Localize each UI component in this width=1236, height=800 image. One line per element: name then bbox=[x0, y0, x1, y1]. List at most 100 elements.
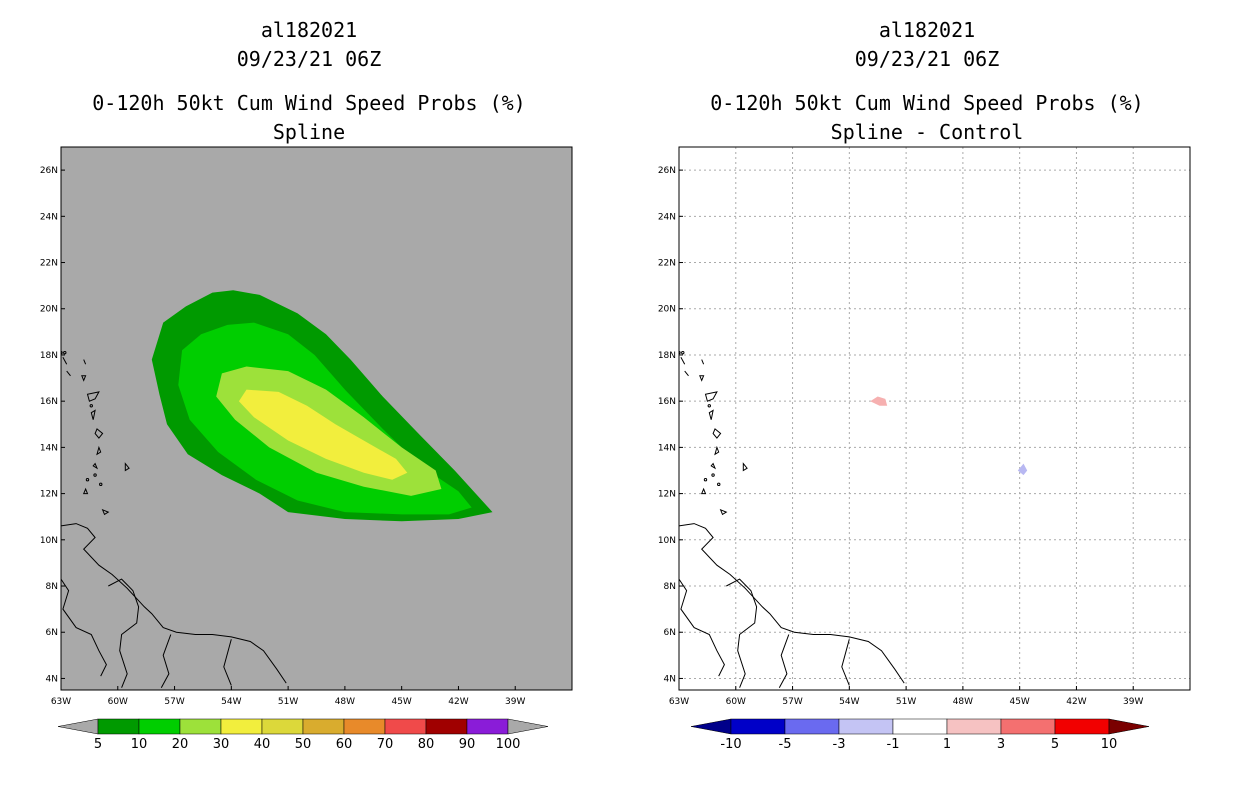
caribbean-island-12 bbox=[701, 359, 705, 365]
plot-area bbox=[679, 147, 1190, 690]
x-tick-label: 51W bbox=[896, 697, 916, 707]
y-tick-label: 26N bbox=[658, 166, 676, 176]
x-tick-label: 42W bbox=[1066, 697, 1086, 707]
y-tick-label: 22N bbox=[658, 259, 676, 269]
colorbar-segment-4 bbox=[892, 718, 948, 735]
colorbar-label: 10 bbox=[131, 737, 148, 752]
caribbean-island-9 bbox=[699, 375, 705, 382]
french-guiana-border bbox=[841, 639, 850, 686]
x-tick-label: 63W bbox=[51, 697, 71, 707]
caribbean-islet-4 bbox=[85, 478, 90, 482]
x-tick-label: 60W bbox=[726, 697, 746, 707]
caribbean-island-5 bbox=[92, 462, 99, 470]
caribbean-island-7 bbox=[700, 487, 707, 495]
product-title: 0-120h 50kt Cum Wind Speed Probs (%) bbox=[92, 91, 526, 115]
colorbar-segment-7 bbox=[1054, 718, 1110, 735]
y-tick-label: 10N bbox=[658, 536, 676, 546]
difference-map-chart: 63W 60W 57W 54W 51W 48W 45W 42W 39W 4N 6N 8N 10N 12N 1… bbox=[658, 146, 1191, 752]
y-tick-label: 26N bbox=[40, 166, 58, 176]
y-tick-label: 18N bbox=[40, 351, 58, 361]
y-tick-label: 14N bbox=[40, 443, 58, 453]
caribbean-islet-2 bbox=[681, 350, 685, 355]
colorbar-label: -3 bbox=[833, 737, 846, 752]
y-tick-label: 12N bbox=[40, 490, 58, 500]
y-tick-label: 6N bbox=[46, 628, 58, 638]
caribbean-islet-6 bbox=[717, 482, 721, 487]
colorbar-segment-10 bbox=[466, 718, 509, 735]
colorbar-label: 40 bbox=[254, 737, 271, 752]
caribbean-islet-1 bbox=[679, 350, 681, 355]
venezuela-border bbox=[679, 578, 725, 677]
colorbar-segment-8 bbox=[384, 718, 427, 735]
suriname-border bbox=[778, 634, 790, 688]
difference-patch-1 bbox=[870, 396, 888, 406]
colorbar-segment-1 bbox=[730, 718, 786, 735]
product-title: 0-120h 50kt Cum Wind Speed Probs (%) bbox=[710, 91, 1144, 115]
x-tick-label: 39W bbox=[505, 697, 525, 707]
caribbean-island-12 bbox=[83, 359, 87, 365]
south-america-coastline bbox=[679, 523, 905, 684]
colorbar-segment-4 bbox=[220, 718, 263, 735]
x-tick-label: 45W bbox=[1009, 697, 1029, 707]
x-tick-label: 48W bbox=[953, 697, 973, 707]
venezuela-border bbox=[61, 578, 107, 677]
probability-map-chart: 63W 60W 57W 54W 51W 48W 45W 42W 39W 4N 6N 8N 10N 12N 1… bbox=[40, 146, 573, 752]
x-tick-label: 51W bbox=[278, 697, 298, 707]
x-tick-label: 63W bbox=[669, 697, 689, 707]
colorbar-label: 1 bbox=[943, 737, 951, 752]
caribbean-island-2 bbox=[90, 409, 96, 420]
left-panel: al182021 09/23/21 06Z 0-120h 50kt Cum Wi… bbox=[40, 18, 573, 752]
colorbar-label: -5 bbox=[779, 737, 792, 752]
colorbar-segment-5 bbox=[946, 718, 1002, 735]
y-tick-label: 18N bbox=[658, 351, 676, 361]
guyana-border bbox=[726, 578, 758, 688]
y-tick-label: 22N bbox=[40, 259, 58, 269]
colorbar-label: 60 bbox=[336, 737, 353, 752]
x-tick-label: 60W bbox=[108, 697, 128, 707]
colorbar-segment-9 bbox=[425, 718, 468, 735]
colorbar-segment-3 bbox=[838, 718, 894, 735]
caribbean-island-7 bbox=[82, 487, 89, 495]
y-tick-label: 6N bbox=[664, 628, 676, 638]
y-tick-label: 8N bbox=[664, 582, 676, 592]
caribbean-island-10 bbox=[66, 370, 71, 377]
contour-30pct bbox=[238, 389, 408, 480]
storm-id-title: al182021 bbox=[878, 18, 976, 42]
caribbean-islet-3 bbox=[707, 404, 711, 408]
y-tick-label: 10N bbox=[40, 536, 58, 546]
storm-id-title: al182021 bbox=[260, 18, 358, 42]
caribbean-islet-2 bbox=[63, 350, 67, 355]
x-tick-label: 39W bbox=[1123, 697, 1143, 707]
guyana-border bbox=[108, 578, 140, 688]
plot-frame bbox=[678, 146, 1191, 691]
x-tick-label: 42W bbox=[448, 697, 468, 707]
caribbean-island-8 bbox=[101, 508, 110, 516]
colorbar-label: 5 bbox=[94, 737, 102, 752]
colorbar-label: 5 bbox=[1051, 737, 1059, 752]
y-tick-label: 24N bbox=[658, 212, 676, 222]
plot-frame bbox=[60, 146, 573, 691]
x-tick-label: 57W bbox=[164, 697, 184, 707]
caribbean-islet-1 bbox=[61, 350, 63, 355]
colorbar-segment-6 bbox=[1000, 718, 1056, 735]
colorbar-label: -1 bbox=[887, 737, 900, 752]
y-tick-label: 24N bbox=[40, 212, 58, 222]
caribbean-island-2 bbox=[708, 409, 714, 420]
y-tick-label: 14N bbox=[658, 443, 676, 453]
colorbar-under-triangle bbox=[690, 718, 732, 735]
caribbean-islet-3 bbox=[89, 404, 93, 408]
x-tick-label: 54W bbox=[221, 697, 241, 707]
caribbean-island-6 bbox=[124, 462, 130, 472]
colorbar-label: 30 bbox=[213, 737, 230, 752]
y-tick-label: 8N bbox=[46, 582, 58, 592]
caribbean-islet-6 bbox=[99, 482, 103, 487]
suriname-border bbox=[160, 634, 172, 688]
colorbar-label: 70 bbox=[377, 737, 394, 752]
colorbar-segment-2 bbox=[138, 718, 181, 735]
y-tick-label: 20N bbox=[40, 305, 58, 315]
colorbar-label: 100 bbox=[496, 737, 521, 752]
caribbean-island-4 bbox=[96, 445, 102, 456]
caribbean-island-4 bbox=[714, 445, 720, 456]
plot-area bbox=[61, 290, 493, 688]
colorbar-label: 90 bbox=[459, 737, 476, 752]
